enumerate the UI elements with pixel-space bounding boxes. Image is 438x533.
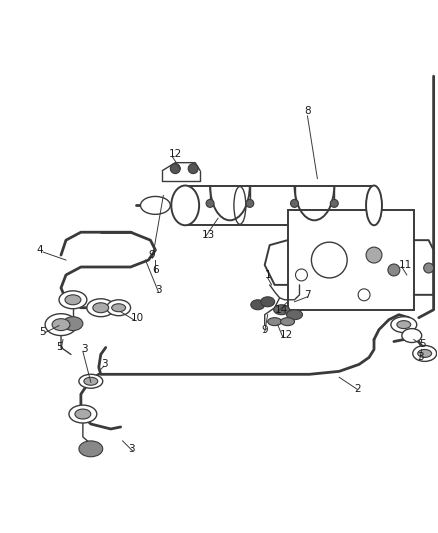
Ellipse shape — [234, 187, 246, 224]
Ellipse shape — [366, 247, 382, 263]
Ellipse shape — [112, 304, 126, 312]
Ellipse shape — [75, 409, 91, 419]
Text: 3: 3 — [417, 352, 424, 362]
Ellipse shape — [268, 318, 282, 326]
Ellipse shape — [52, 319, 70, 330]
Ellipse shape — [418, 350, 431, 358]
Ellipse shape — [402, 329, 422, 343]
Text: 12: 12 — [279, 329, 293, 340]
Text: 5: 5 — [56, 343, 63, 352]
Text: 9: 9 — [148, 250, 155, 260]
Ellipse shape — [65, 295, 81, 305]
Ellipse shape — [246, 199, 254, 207]
Text: 2: 2 — [354, 384, 361, 394]
Ellipse shape — [274, 305, 290, 314]
Ellipse shape — [286, 310, 303, 320]
Ellipse shape — [141, 197, 170, 214]
Ellipse shape — [366, 185, 382, 225]
Text: 3: 3 — [81, 344, 88, 354]
Text: 3: 3 — [155, 285, 162, 295]
Ellipse shape — [63, 317, 83, 330]
Ellipse shape — [251, 300, 265, 310]
Ellipse shape — [388, 264, 400, 276]
Ellipse shape — [107, 300, 131, 316]
Ellipse shape — [69, 405, 97, 423]
Text: 5: 5 — [39, 327, 46, 336]
Text: 9: 9 — [262, 325, 268, 335]
Ellipse shape — [424, 263, 434, 273]
Text: 12: 12 — [168, 149, 182, 159]
Ellipse shape — [79, 374, 103, 388]
Text: 10: 10 — [131, 313, 144, 322]
Text: 11: 11 — [399, 260, 412, 270]
Ellipse shape — [391, 317, 417, 333]
Ellipse shape — [296, 269, 307, 281]
Ellipse shape — [59, 291, 87, 309]
Text: 3: 3 — [101, 359, 107, 369]
Ellipse shape — [397, 321, 411, 329]
Ellipse shape — [413, 345, 437, 361]
Text: 4: 4 — [36, 245, 43, 255]
Polygon shape — [288, 211, 414, 310]
Text: 13: 13 — [202, 230, 215, 240]
Text: 7: 7 — [304, 290, 311, 300]
Text: 1: 1 — [265, 270, 271, 280]
Text: 5: 5 — [419, 338, 425, 349]
Ellipse shape — [290, 199, 298, 207]
Ellipse shape — [358, 289, 370, 301]
Ellipse shape — [170, 164, 180, 174]
Ellipse shape — [45, 314, 77, 336]
Ellipse shape — [84, 377, 98, 385]
Ellipse shape — [281, 318, 294, 326]
Ellipse shape — [188, 164, 198, 174]
Text: 6: 6 — [152, 265, 159, 275]
Ellipse shape — [261, 297, 275, 307]
Ellipse shape — [330, 199, 338, 207]
Ellipse shape — [171, 185, 199, 225]
Text: 3: 3 — [129, 444, 135, 454]
Ellipse shape — [87, 299, 115, 317]
Ellipse shape — [79, 441, 103, 457]
Ellipse shape — [206, 199, 214, 207]
Text: 8: 8 — [304, 106, 311, 116]
Ellipse shape — [93, 303, 109, 313]
Ellipse shape — [311, 242, 347, 278]
Text: 14: 14 — [275, 305, 288, 314]
